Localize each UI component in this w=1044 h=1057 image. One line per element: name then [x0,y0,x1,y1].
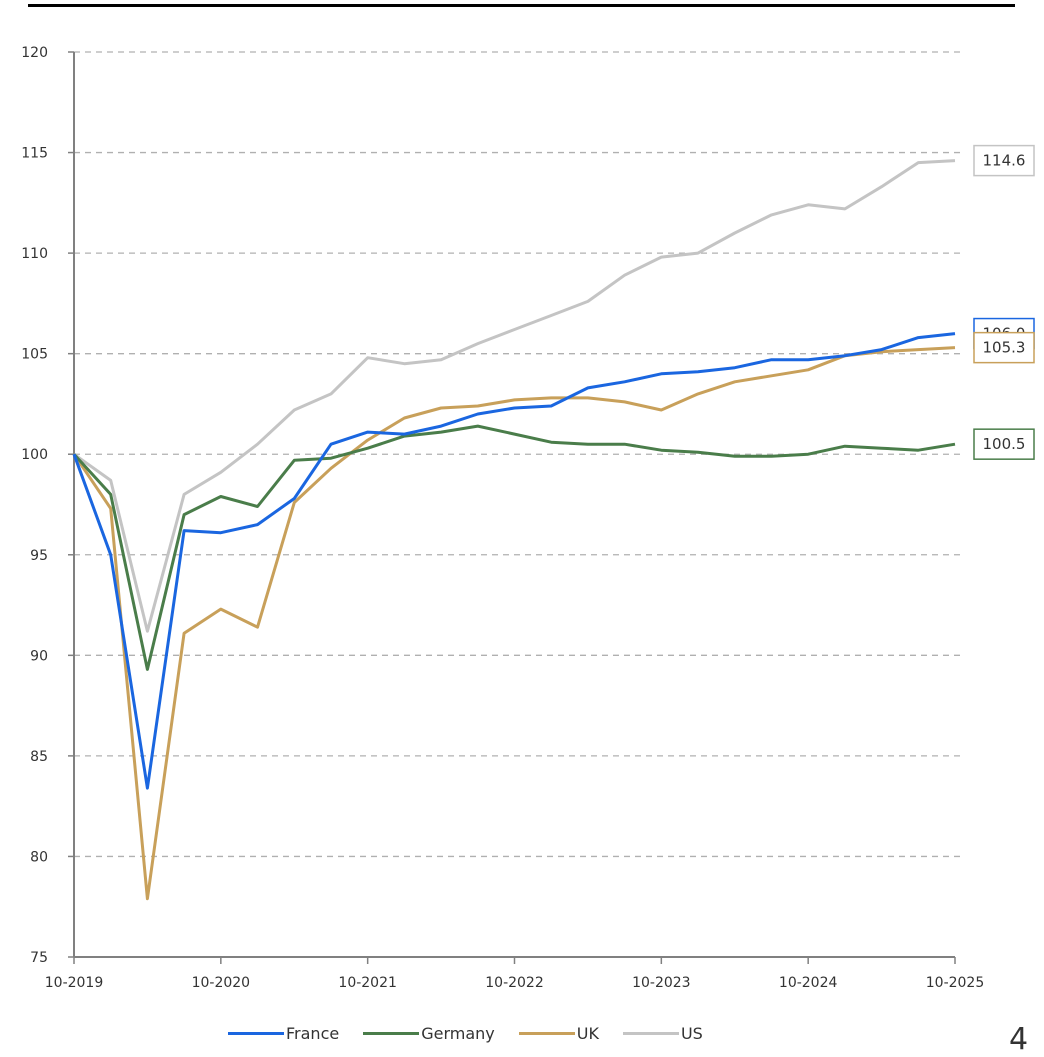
end-label-value: 105.3 [983,339,1026,357]
legend-swatch [228,1032,284,1035]
x-tick-label: 10-2022 [485,975,544,991]
y-axis-tick-labels: 75 80 85 90 95 100 105 110 115 120 [21,45,48,966]
end-label-us: 114.6 [973,144,1035,177]
end-label-germany: 100.5 [973,428,1035,460]
end-label-uk: 105.3 [973,331,1035,364]
series-line-uk [72,346,956,901]
y-tick-label: 90 [30,648,48,664]
legend-label: Germany [421,1024,495,1043]
y-tick-label: 75 [30,950,48,966]
y-tick-label: 105 [21,347,48,363]
legend-label: UK [576,1024,599,1043]
y-tick-label: 110 [21,246,48,262]
legend-item-uk: UK [518,1024,599,1043]
end-label-box [973,428,1035,460]
top-rule [28,4,1015,7]
end-label-value: 114.6 [983,152,1026,170]
axes [68,51,956,964]
x-tick-label: 10-2019 [45,975,104,991]
line-chart: 75 80 85 90 95 100 105 110 115 120 10-2019 10-2020… [21,45,1035,991]
end-label-box [973,144,1035,177]
series-line-us [73,159,956,633]
series-line-france [72,332,956,790]
legend-label: France [286,1024,340,1043]
end-label-box [973,331,1035,364]
x-tick-label: 10-2021 [338,975,397,991]
y-tick-label: 120 [21,45,48,61]
y-tick-label: 100 [21,447,48,463]
x-tick-label: 10-2023 [632,975,691,991]
series-lines [72,159,956,901]
page-number: 4 [1009,1022,1029,1057]
end-label-value: 100.5 [983,435,1026,453]
legend: France Germany UK US [228,1024,727,1043]
legend-item-germany: Germany [363,1024,495,1043]
legend-label: US [680,1024,703,1043]
x-tick-label: 10-2024 [779,975,838,991]
legend-item-us: US [622,1024,703,1043]
legend-swatch [363,1032,420,1035]
y-tick-label: 115 [21,146,48,162]
y-tick-label: 85 [30,749,48,765]
x-axis-tick-labels: 10-2019 10-2020 10-2021 10-2022 10-2023 10-20… [45,975,985,991]
gridlines [74,51,960,858]
y-tick-label: 95 [30,548,48,564]
series-line-germany [72,424,956,671]
legend-swatch [518,1032,575,1035]
x-tick-label: 10-2025 [926,975,985,991]
x-tick-label: 10-2020 [192,975,251,991]
legend-swatch [622,1032,679,1035]
legend-item-france: France [228,1024,339,1043]
y-tick-label: 80 [30,849,48,865]
